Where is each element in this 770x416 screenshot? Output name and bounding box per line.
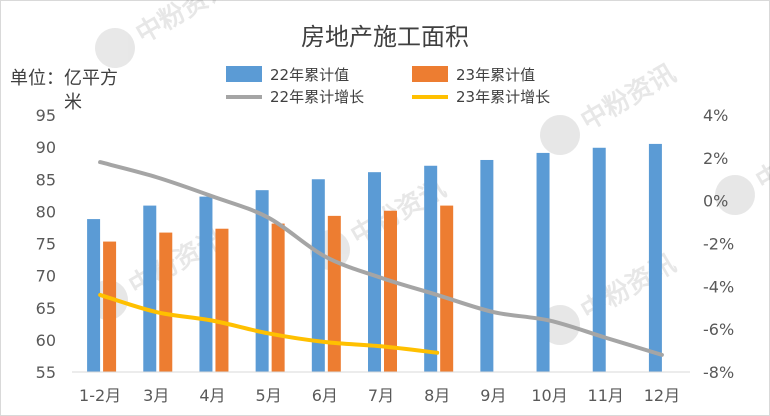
watermark-logo-mark [540, 115, 580, 155]
bar-22-2 [199, 196, 213, 372]
x-axis-tick-label: 4月 [199, 386, 225, 405]
left-axis-tick-label: 65 [36, 299, 56, 318]
right-axis-tick-label: -6% [703, 320, 734, 339]
bar-23-0 [103, 241, 117, 372]
bar-23-4 [327, 215, 341, 372]
bar-series [87, 143, 662, 372]
x-axis-labels: 1-2月 3月 4月 5月 6月 7月 8月 9月 10月 11月 12月 [79, 386, 680, 405]
watermark-logo-mark [715, 175, 755, 215]
left-axis: 95 90 85 80 75 70 65 60 55 [36, 106, 56, 382]
left-axis-tick-label: 95 [36, 106, 56, 125]
line-series [98, 160, 664, 357]
bar-22-1 [143, 205, 157, 372]
legend: 22年累计值 23年累计值 22年累计增长 23年累计增长 [226, 66, 550, 106]
x-axis-tick-label: 3月 [143, 386, 169, 405]
left-axis-tick-label: 60 [36, 331, 56, 350]
right-axis-tick-label: -8% [703, 363, 734, 382]
x-axis-tick-label: 8月 [424, 386, 450, 405]
bar-23-6 [440, 205, 454, 372]
right-axis-tick-label: 4% [703, 106, 728, 125]
bar-22-8 [536, 152, 550, 372]
legend-label-22-line: 22年累计增长 [270, 88, 364, 106]
x-axis-tick-label: 11月 [588, 386, 624, 405]
x-axis-tick-label: 9月 [480, 386, 506, 405]
x-axis-tick-label: 6月 [312, 386, 338, 405]
legend-label-23-line: 23年累计增长 [456, 88, 550, 106]
bar-22-5 [368, 172, 381, 372]
bar-23-5 [384, 210, 397, 372]
bar-23-1 [159, 232, 173, 372]
bar-22-10 [648, 143, 662, 372]
bar-23-3 [271, 223, 285, 372]
left-axis-tick-label: 55 [36, 363, 56, 382]
x-axis-tick-label: 1-2月 [79, 386, 121, 405]
legend-swatch-23-bar [412, 66, 448, 82]
legend-swatch-22-bar [226, 66, 262, 82]
bar-22-9 [592, 147, 606, 372]
legend-label-23-bar: 23年累计值 [456, 66, 535, 84]
x-axis-tick-label: 5月 [256, 386, 282, 405]
right-axis-tick-label: 0% [703, 192, 728, 211]
watermark-logo-mark [95, 28, 135, 68]
right-axis-tick-label: 2% [703, 149, 728, 168]
bar-22-7 [480, 159, 494, 372]
unit-label-line2: 米 [64, 92, 82, 113]
line-23-growth [98, 292, 440, 355]
right-axis-tick-label: -4% [703, 277, 734, 296]
left-axis-tick-label: 90 [36, 138, 56, 157]
x-axis-tick-label: 7月 [368, 386, 394, 405]
line-22-growth [98, 160, 664, 357]
left-axis-tick-label: 75 [36, 235, 56, 254]
left-axis-tick-label: 85 [36, 170, 56, 189]
right-axis-tick-label: -2% [703, 235, 734, 254]
left-axis-tick-label: 80 [36, 202, 56, 221]
bar-22-0 [87, 219, 101, 372]
bar-22-6 [424, 165, 438, 372]
x-axis-tick-label: 12月 [644, 386, 680, 405]
bar-22-3 [255, 190, 269, 372]
x-axis-tick-label: 10月 [531, 386, 567, 405]
bar-22-4 [311, 179, 325, 372]
chart-title: 房地产施工面积 [301, 23, 469, 51]
bar-23-2 [215, 228, 229, 372]
right-axis: 4% 2% 0% -2% -4% -6% -8% [703, 106, 734, 382]
left-axis-tick-label: 70 [36, 267, 56, 286]
legend-label-22-bar: 22年累计值 [270, 66, 349, 84]
unit-label-line1: 单位：亿平方 [10, 68, 118, 89]
